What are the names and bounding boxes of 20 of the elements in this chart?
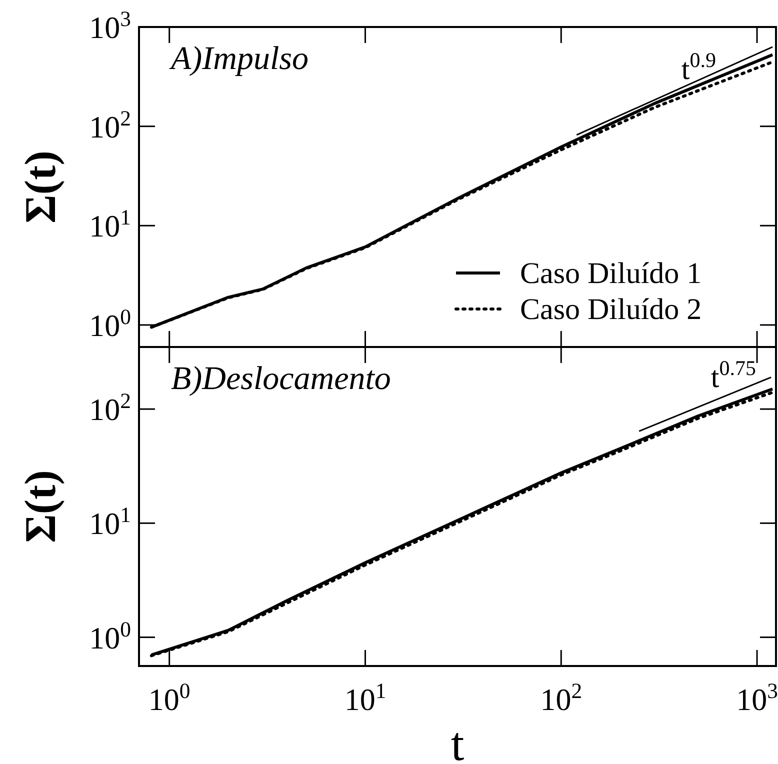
x-tick-label: 10$^{0}$ <box>148 679 190 717</box>
chart-title: A)Impulso <box>169 41 308 77</box>
y-tick-label: 10$^{2}$ <box>89 106 131 144</box>
y-axis-title: Σ(t) <box>16 150 65 224</box>
legend-label: Caso Diluído 2 <box>520 293 702 326</box>
legend-label: Caso Diluído 1 <box>520 257 702 290</box>
x-tick-label: 10$^{1}$ <box>344 679 386 717</box>
y-tick-label: 10$^{0}$ <box>89 617 132 656</box>
y-tick-label: 10$^{0}$ <box>89 304 132 343</box>
x-tick-label: 10$^{2}$ <box>540 679 582 717</box>
annotation: t$^{0.75}$ <box>710 356 756 394</box>
y-tick-label: 10$^{2}$ <box>89 389 131 428</box>
y-tick-label: 10$^{3}$ <box>89 7 131 45</box>
x-axis-title: t <box>450 718 465 764</box>
y-tick-label: 10$^{1}$ <box>89 503 131 542</box>
annotation: t$^{0.9}$ <box>681 48 716 86</box>
x-tick-label: 10$^{3}$ <box>736 679 778 717</box>
y-tick-label: 10$^{1}$ <box>89 206 131 244</box>
y-axis-title: Σ(t) <box>16 470 65 543</box>
chart-title: B)Deslocamento <box>171 361 391 397</box>
